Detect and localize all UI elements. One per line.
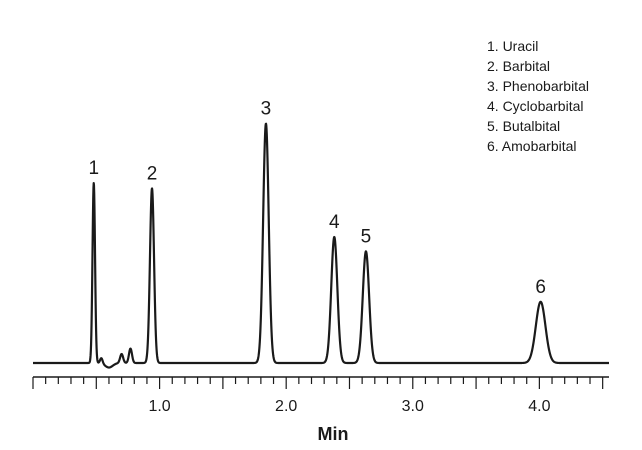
legend-item: 5. Butalbital	[487, 118, 560, 134]
legend-item: 2. Barbital	[487, 58, 550, 74]
legend-item: 6. Amobarbital	[487, 138, 577, 154]
peak-label-4: 4	[329, 212, 340, 233]
trace-layer	[32, 122, 610, 369]
legend: 1. Uracil 2. Barbital 3. Phenobarbital 4. C…	[487, 38, 589, 154]
x-tick-label: 1.0	[148, 398, 170, 415]
peak-label-2: 2	[147, 163, 158, 184]
legend-item: 1. Uracil	[487, 38, 538, 54]
peak-label-6: 6	[535, 277, 546, 298]
peak-label-1: 1	[88, 158, 99, 179]
x-tick-label: 2.0	[275, 398, 297, 415]
x-tick-label: 4.0	[528, 398, 550, 415]
legend-item: 4. Cyclobarbital	[487, 98, 584, 114]
peak-label-3: 3	[261, 99, 272, 120]
x-axis-title: Min	[318, 424, 349, 444]
x-tick-label: 3.0	[402, 398, 424, 415]
x-axis: 1.0 2.0 3.0 4.0	[32, 376, 609, 415]
peak-labels: 1 2 3 45 6	[88, 99, 545, 298]
legend-item: 3. Phenobarbital	[487, 78, 589, 94]
chromatogram-trace	[32, 122, 610, 369]
peak-label-5: 5	[361, 226, 372, 247]
